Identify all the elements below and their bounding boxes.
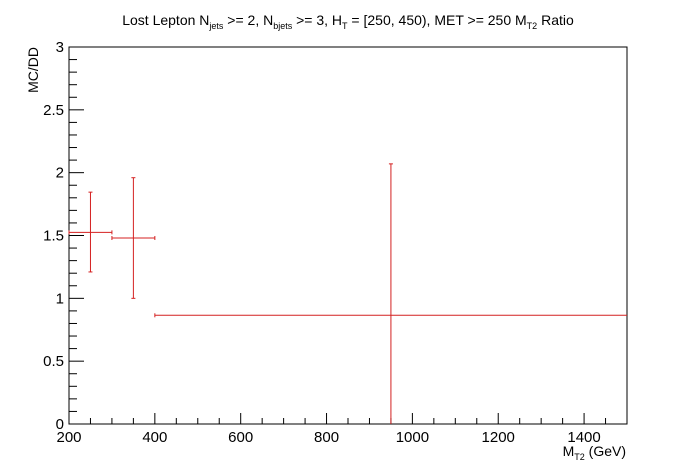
- y-axis-title: MC/DD: [25, 47, 41, 93]
- y-tick-label: 0.5: [43, 353, 64, 370]
- axis-ticks: [68, 46, 628, 425]
- x-tick-label: 1000: [396, 429, 429, 446]
- chart-title: Lost Lepton Njets >= 2, Nbjets >= 3, HT …: [122, 12, 574, 31]
- y-tick-label: 1.5: [43, 228, 64, 245]
- data-point: [68, 191, 113, 273]
- x-axis-title-sub: T2: [574, 452, 585, 462]
- x-tick-labels: 200 400 600 800 1000 1200 1400: [56, 429, 600, 446]
- title-part-4: = [250, 450), MET >= 250 M: [348, 12, 527, 28]
- title-part-1: Lost Lepton N: [122, 12, 209, 28]
- title-sub-2: bjets: [273, 21, 293, 31]
- title-part-5: Ratio: [537, 12, 574, 28]
- plot-frame: [68, 46, 628, 425]
- x-tick-label: 800: [314, 429, 339, 446]
- x-axis-title-rest: (GeV): [585, 443, 626, 459]
- y-tick-label: 1: [56, 290, 64, 307]
- title-sub-1: jets: [208, 21, 224, 31]
- x-tick-label: 1400: [567, 429, 600, 446]
- y-tick-label: 2.5: [43, 102, 64, 119]
- y-tick-label: 2: [56, 165, 64, 182]
- x-axis-title-main: M: [563, 443, 575, 459]
- y-tick-labels: 0 0.5 1 1.5 2 2.5 3: [43, 39, 64, 433]
- x-tick-label: 200: [56, 429, 81, 446]
- title-sub-3: T: [342, 21, 348, 31]
- data-point: [154, 163, 627, 424]
- x-tick-label: 600: [228, 429, 253, 446]
- x-tick-label: 400: [142, 429, 167, 446]
- title-part-3: >= 3, H: [292, 12, 342, 28]
- title-sub-4: T2: [527, 21, 538, 31]
- y-tick-label: 0: [56, 416, 64, 433]
- x-tick-label: 1200: [482, 429, 515, 446]
- data-point: [111, 177, 156, 299]
- x-axis-title: MT2 (GeV): [563, 443, 626, 462]
- y-tick-label: 3: [56, 39, 64, 56]
- data-points: [68, 163, 627, 424]
- title-part-2: >= 2, N: [223, 12, 273, 28]
